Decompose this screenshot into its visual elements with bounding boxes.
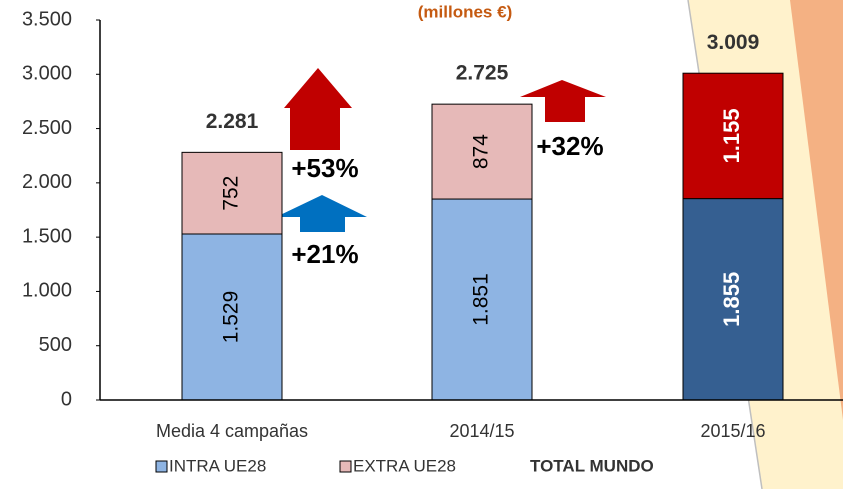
- y-tick-label: 1.500: [22, 225, 72, 247]
- arrow: [284, 68, 352, 150]
- bar-segment: [682, 198, 784, 401]
- arrow: [276, 195, 367, 232]
- legend-swatch: [339, 460, 352, 473]
- chart-title: (millones €): [418, 2, 512, 21]
- bar-segment: [181, 151, 283, 235]
- value-label: 1.155: [719, 108, 744, 163]
- total-label: 2.281: [206, 110, 259, 133]
- bar-segment: [682, 72, 784, 200]
- annotation: +32%: [536, 131, 603, 161]
- value-label: 1.851: [470, 273, 493, 326]
- value-label: 752: [220, 176, 243, 211]
- legend-label: TOTAL MUNDO: [530, 456, 654, 475]
- legend-label: EXTRA UE28: [353, 456, 456, 475]
- x-tick-label: Media 4 campañas: [156, 421, 308, 441]
- x-tick-label: 2014/15: [449, 421, 514, 441]
- legend-label: INTRA UE28: [169, 456, 266, 475]
- annotation: +21%: [291, 239, 358, 269]
- total-label: 2.725: [456, 62, 509, 85]
- annotation: +53%: [291, 153, 358, 183]
- y-tick-label: 1.000: [22, 280, 72, 302]
- y-tick-label: 2.000: [22, 171, 72, 193]
- y-tick-label: 0: [61, 388, 72, 410]
- value-label: 1.529: [220, 291, 243, 344]
- value-label: 874: [470, 134, 493, 169]
- bar-segment: [181, 233, 283, 401]
- y-tick-label: 500: [39, 334, 72, 356]
- value-label: 1.855: [719, 272, 744, 327]
- x-tick-label: 2015/16: [700, 421, 765, 441]
- arrow: [520, 80, 606, 122]
- y-tick-label: 3.000: [22, 63, 72, 85]
- background-decoration: [790, 0, 843, 420]
- bar-segment: [431, 103, 533, 200]
- y-tick-label: 3.500: [22, 8, 72, 30]
- legend-swatch: [155, 460, 168, 473]
- y-tick-label: 2.500: [22, 117, 72, 139]
- total-label: 3.009: [707, 31, 760, 54]
